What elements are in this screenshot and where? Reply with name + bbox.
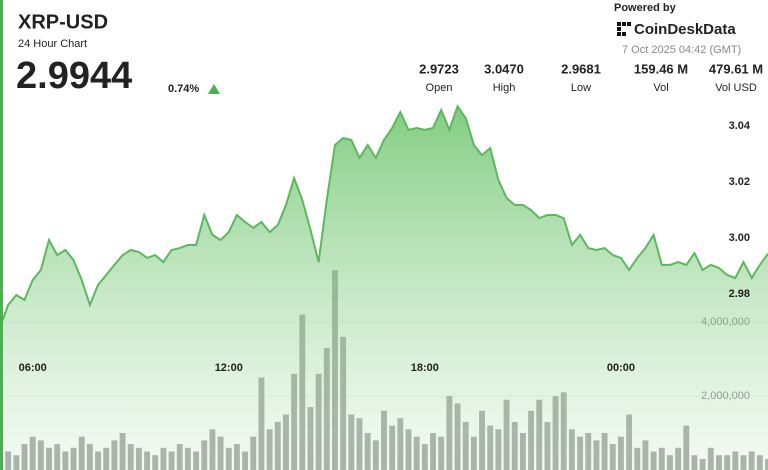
- stat-value: 159.46 M: [634, 61, 688, 76]
- x-tick-label: 06:00: [19, 362, 47, 374]
- stat-value: 479.61 M: [709, 61, 763, 76]
- subtitle: 24 Hour Chart: [18, 38, 87, 50]
- change: 0.74%: [168, 83, 199, 95]
- price-tick-label: 3.00: [729, 232, 750, 244]
- stat-label: Open: [426, 82, 453, 94]
- x-tick-label: 18:00: [411, 362, 439, 374]
- price-tick-label: 3.04: [729, 120, 751, 132]
- symbol: XRP-USD: [18, 11, 108, 33]
- accent-bar: [0, 0, 3, 470]
- price-tick-label: 2.98: [729, 288, 750, 300]
- stat-label: Vol USD: [715, 82, 757, 94]
- x-tick-label: 12:00: [215, 362, 243, 374]
- stat-label: High: [493, 82, 516, 94]
- stat-label: Vol: [653, 82, 668, 94]
- price-area: [0, 106, 768, 470]
- stat-value: 2.9723: [419, 61, 459, 76]
- stat-label: Low: [571, 82, 591, 94]
- stat-value: 3.0470: [484, 61, 524, 76]
- stat-value: 2.9681: [561, 61, 601, 76]
- powered-by: Powered by: [614, 2, 677, 14]
- up-arrow: [208, 84, 220, 94]
- timestamp: 7 Oct 2025 04:42 (GMT): [622, 44, 741, 56]
- brand-logo: [617, 22, 631, 36]
- price: 2.9944: [16, 55, 132, 97]
- price-line: [0, 104, 768, 328]
- price-tick-label: 3.02: [729, 176, 750, 188]
- brand: CoinDeskData: [634, 21, 736, 38]
- x-tick-label: 00:00: [607, 362, 635, 374]
